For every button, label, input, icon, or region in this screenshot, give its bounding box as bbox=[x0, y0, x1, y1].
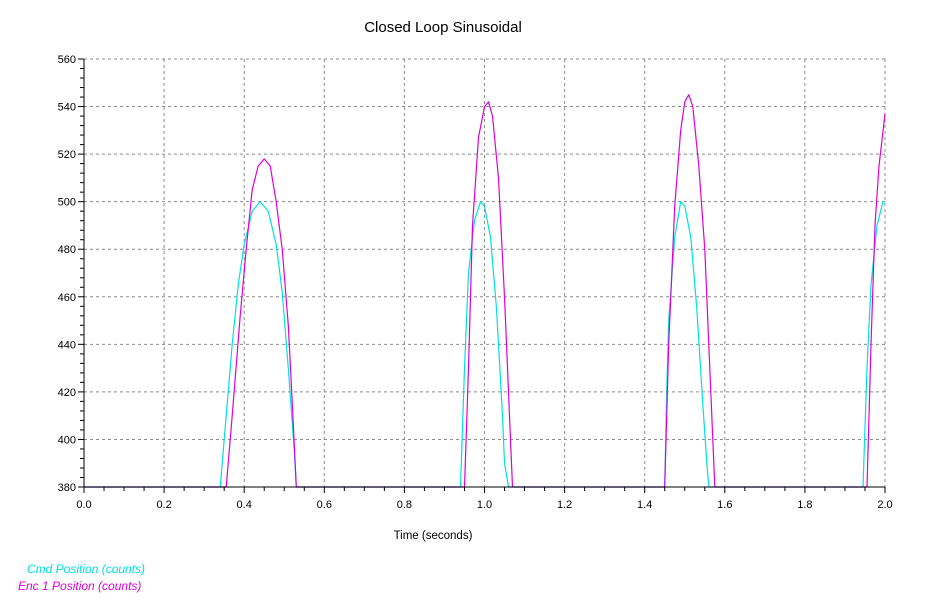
x-tick-label: 0.0 bbox=[76, 499, 91, 511]
enc-position-line bbox=[84, 94, 886, 488]
x-axis-label: Time (seconds) bbox=[394, 530, 473, 542]
legend-entry: Enc 1 Position (counts) bbox=[18, 579, 142, 593]
cmd-position-line bbox=[84, 201, 885, 488]
y-tick-label: 400 bbox=[58, 434, 76, 446]
y-tick-label: 380 bbox=[58, 482, 76, 494]
x-tick-label: 1.0 bbox=[477, 499, 492, 511]
y-tick-label: 540 bbox=[58, 102, 76, 114]
y-tick-label: 480 bbox=[58, 244, 76, 256]
x-tick-label: 1.6 bbox=[717, 499, 732, 511]
x-tick-label: 2.0 bbox=[877, 499, 892, 511]
series-lines bbox=[84, 94, 886, 488]
x-tick-label: 1.4 bbox=[637, 499, 652, 511]
y-tick-label: 440 bbox=[58, 339, 76, 351]
y-tick-label: 520 bbox=[58, 149, 76, 161]
x-tick-label: 0.6 bbox=[317, 499, 332, 511]
x-tick-label: 0.2 bbox=[156, 499, 171, 511]
chart-title: Closed Loop Sinusoidal bbox=[364, 19, 522, 36]
y-tick-label: 420 bbox=[58, 387, 76, 399]
x-tick-label: 1.2 bbox=[557, 499, 572, 511]
x-tick-label: 0.8 bbox=[397, 499, 412, 511]
y-tick-label: 500 bbox=[58, 197, 76, 209]
x-tick-label: 0.4 bbox=[237, 499, 252, 511]
axes: 0.0 0.2 0.4 0.6 0.8 1.0 1.2 1.4 1.6 1.8 2.0 380 400 4… bbox=[58, 54, 893, 511]
y-tick-label: 460 bbox=[58, 292, 76, 304]
y-tick-label: 560 bbox=[58, 54, 76, 66]
legend-entry: Cmd Position (counts) bbox=[27, 562, 146, 576]
gridlines bbox=[84, 58, 886, 487]
x-tick-label: 1.8 bbox=[797, 499, 812, 511]
